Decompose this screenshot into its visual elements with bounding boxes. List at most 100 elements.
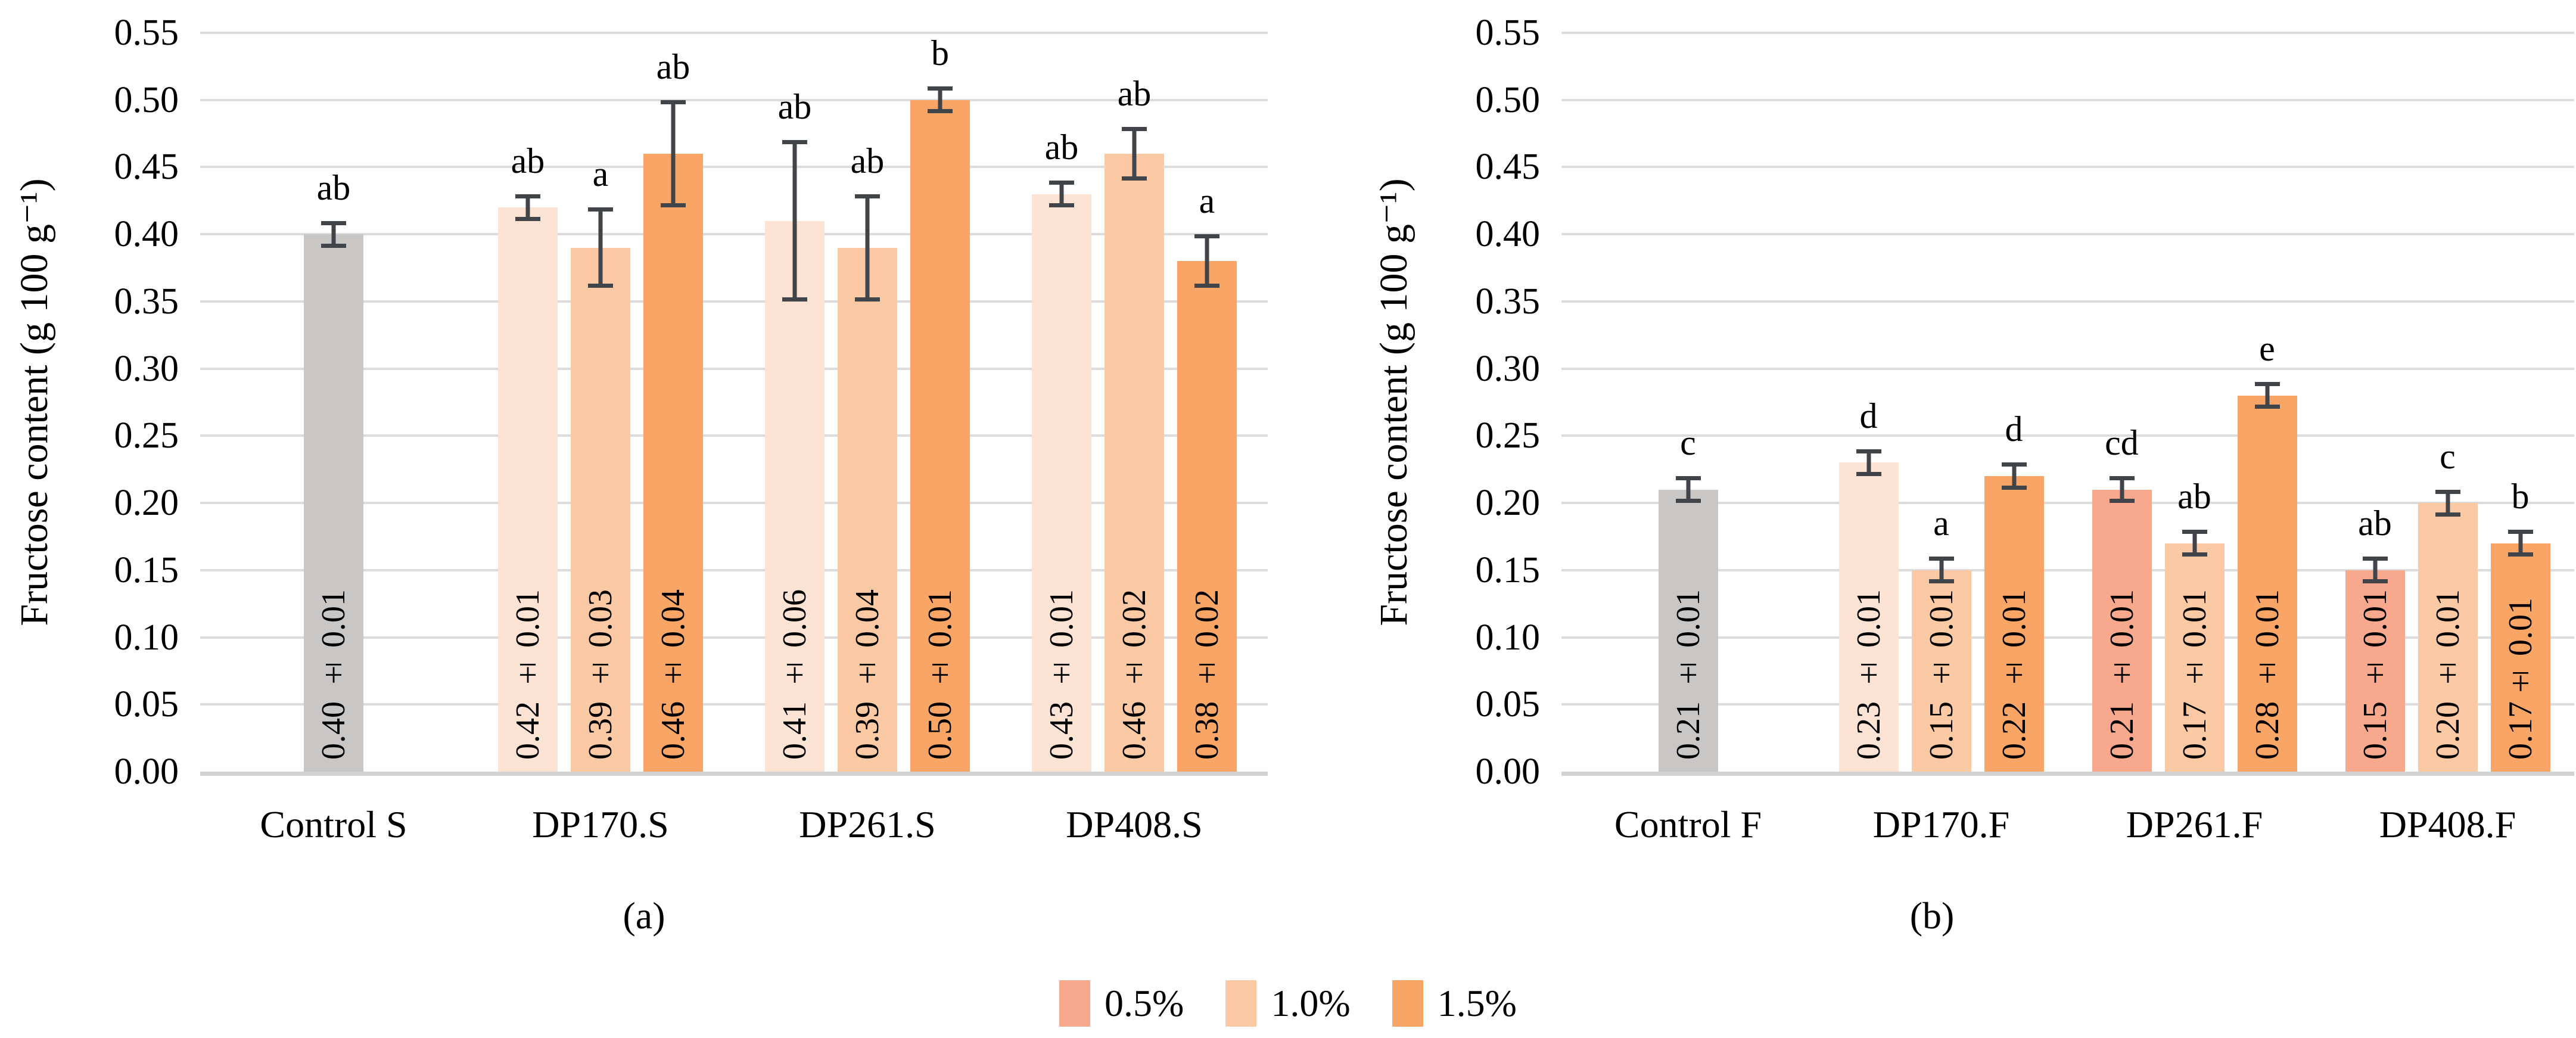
error-bar-cap-bottom — [1194, 284, 1219, 288]
bar-value-label: 0.21 ± 0.01 — [2103, 589, 2141, 760]
error-bar-line — [1866, 449, 1871, 476]
x-axis-labels-a: Control S DP170.S DP261.S DP408.S — [200, 806, 1268, 844]
bar-slot: 0.39 ± 0.04 ab — [838, 33, 897, 772]
error-bar-cap-bottom — [928, 109, 953, 114]
error-bar-line — [1059, 181, 1064, 208]
error-bar-line — [865, 194, 870, 302]
bar — [1838, 462, 1899, 772]
significance-letter: ab — [1044, 128, 1079, 167]
legend-label: 1.5% — [1437, 982, 1517, 1024]
x-category-label: DP170.F — [1872, 803, 2010, 846]
y-tick-label: 0.25 — [1475, 415, 1541, 456]
error-bar — [2507, 530, 2533, 557]
bar-slot: 0.46 ± 0.02 ab — [1105, 33, 1164, 772]
y-tick-label: 0.55 — [1475, 13, 1541, 53]
significance-letter: ab — [777, 87, 812, 127]
significance-letter: ab — [316, 167, 351, 207]
bar — [643, 153, 703, 772]
legend-swatch — [1225, 980, 1257, 1027]
y-tick-label: 0.00 — [114, 751, 179, 792]
bar-group: 0.41 ± 0.06 ab 0.39 ± 0.04 ab 0.50 ± 0.01 b — [734, 33, 1001, 772]
significance-letter: d — [1859, 396, 1878, 436]
significance-letter: ab — [656, 46, 690, 86]
x-category-label: DP261.F — [2126, 803, 2263, 846]
legend-item: 0.5% — [1059, 980, 1184, 1027]
x-axis-labels-b: Control F DP170.F DP261.F DP408.F — [1561, 806, 2574, 844]
y-tick-label: 0.45 — [114, 147, 179, 188]
error-bar-line — [2012, 462, 2016, 490]
bar-group: 0.15 ± 0.01 ab 0.20 ± 0.01 c 0.17± 0.01 b — [2321, 33, 2574, 772]
error-bar — [2254, 382, 2280, 409]
error-bar-cap-top — [1856, 449, 1881, 453]
bar-slot: 0.39 ± 0.03 a — [571, 33, 630, 772]
error-bar-cap-top — [321, 220, 346, 225]
error-bar — [855, 194, 880, 302]
bar-value-label: 0.50 ± 0.01 — [922, 589, 959, 760]
gridline — [1561, 636, 2574, 639]
error-bar-cap-bottom — [661, 203, 686, 208]
error-bar — [1675, 476, 1701, 504]
bar-value-label: 0.17 ± 0.01 — [2176, 589, 2213, 760]
y-tick-label: 0.40 — [1475, 214, 1541, 255]
error-bar-line — [1686, 476, 1690, 504]
error-bar-cap-top — [515, 194, 540, 198]
error-bar — [928, 86, 953, 114]
y-tick-label: 0.15 — [114, 549, 179, 591]
error-bar-line — [525, 194, 530, 221]
error-bar — [1928, 557, 1954, 584]
bar — [1177, 261, 1237, 772]
y-tick-label: 0.20 — [114, 483, 179, 524]
significance-letter: a — [592, 154, 609, 194]
y-tick-label: 0.20 — [1475, 483, 1541, 524]
bar-value-label: 0.22 ± 0.01 — [1995, 589, 2033, 760]
y-tick-label: 0.45 — [1475, 147, 1541, 188]
bar-value-label: 0.23 ± 0.01 — [1850, 589, 1887, 760]
error-bar-cap-top — [588, 207, 613, 212]
legend-swatch — [1392, 980, 1423, 1027]
error-bar — [2435, 489, 2460, 517]
y-tick-label: 0.35 — [114, 281, 179, 322]
y-tick-label: 0.00 — [1475, 751, 1541, 792]
error-bar-cap-top — [1194, 234, 1219, 239]
bar — [2418, 503, 2478, 772]
significance-letter: ab — [2358, 504, 2392, 543]
bar-slot: 0.20 ± 0.01 c — [2418, 33, 2478, 772]
gridline — [1561, 434, 2574, 437]
bar-slot: 0.40 ± 0.01 ab — [304, 33, 363, 772]
error-bar-cap-top — [2001, 462, 2027, 467]
significance-letter: d — [2005, 409, 2023, 449]
gridline — [200, 98, 1268, 101]
error-bar-cap-bottom — [2435, 512, 2460, 517]
gridline — [200, 568, 1268, 571]
error-bar — [2182, 530, 2207, 557]
significance-letter: c — [2440, 436, 2456, 476]
error-bar-cap-top — [928, 86, 953, 91]
significance-letter: e — [2259, 329, 2275, 369]
bar-slot: 0.41 ± 0.06 ab — [765, 33, 825, 772]
legend-item: 1.0% — [1225, 980, 1351, 1027]
bar-slot: 0.21 ± 0.01 cd — [2092, 33, 2152, 772]
gridline — [1561, 568, 2574, 571]
gridline — [1561, 32, 2574, 34]
error-bar-line — [1939, 557, 1943, 584]
y-tick-label: 0.55 — [114, 13, 179, 53]
y-tick-label: 0.05 — [114, 684, 179, 725]
error-bar-cap-bottom — [1856, 472, 1881, 476]
gridline — [1561, 703, 2574, 706]
gridline — [1561, 502, 2574, 505]
significance-letter: a — [1933, 504, 1949, 543]
error-bar-cap-top — [1122, 126, 1147, 131]
x-category-label: Control S — [260, 803, 407, 846]
error-bar — [1194, 234, 1219, 288]
x-category-label: DP170.S — [532, 803, 669, 846]
error-bar-cap-top — [2109, 476, 2135, 481]
gridline — [1561, 166, 2574, 169]
significance-letter: b — [931, 33, 949, 73]
bar — [1911, 570, 1971, 772]
significance-letter: cd — [2105, 423, 2139, 462]
y-tick-label: 0.30 — [114, 348, 179, 389]
gridline — [1561, 98, 2574, 101]
error-bar-cap-bottom — [321, 243, 346, 248]
error-bar-cap-top — [2362, 557, 2388, 561]
